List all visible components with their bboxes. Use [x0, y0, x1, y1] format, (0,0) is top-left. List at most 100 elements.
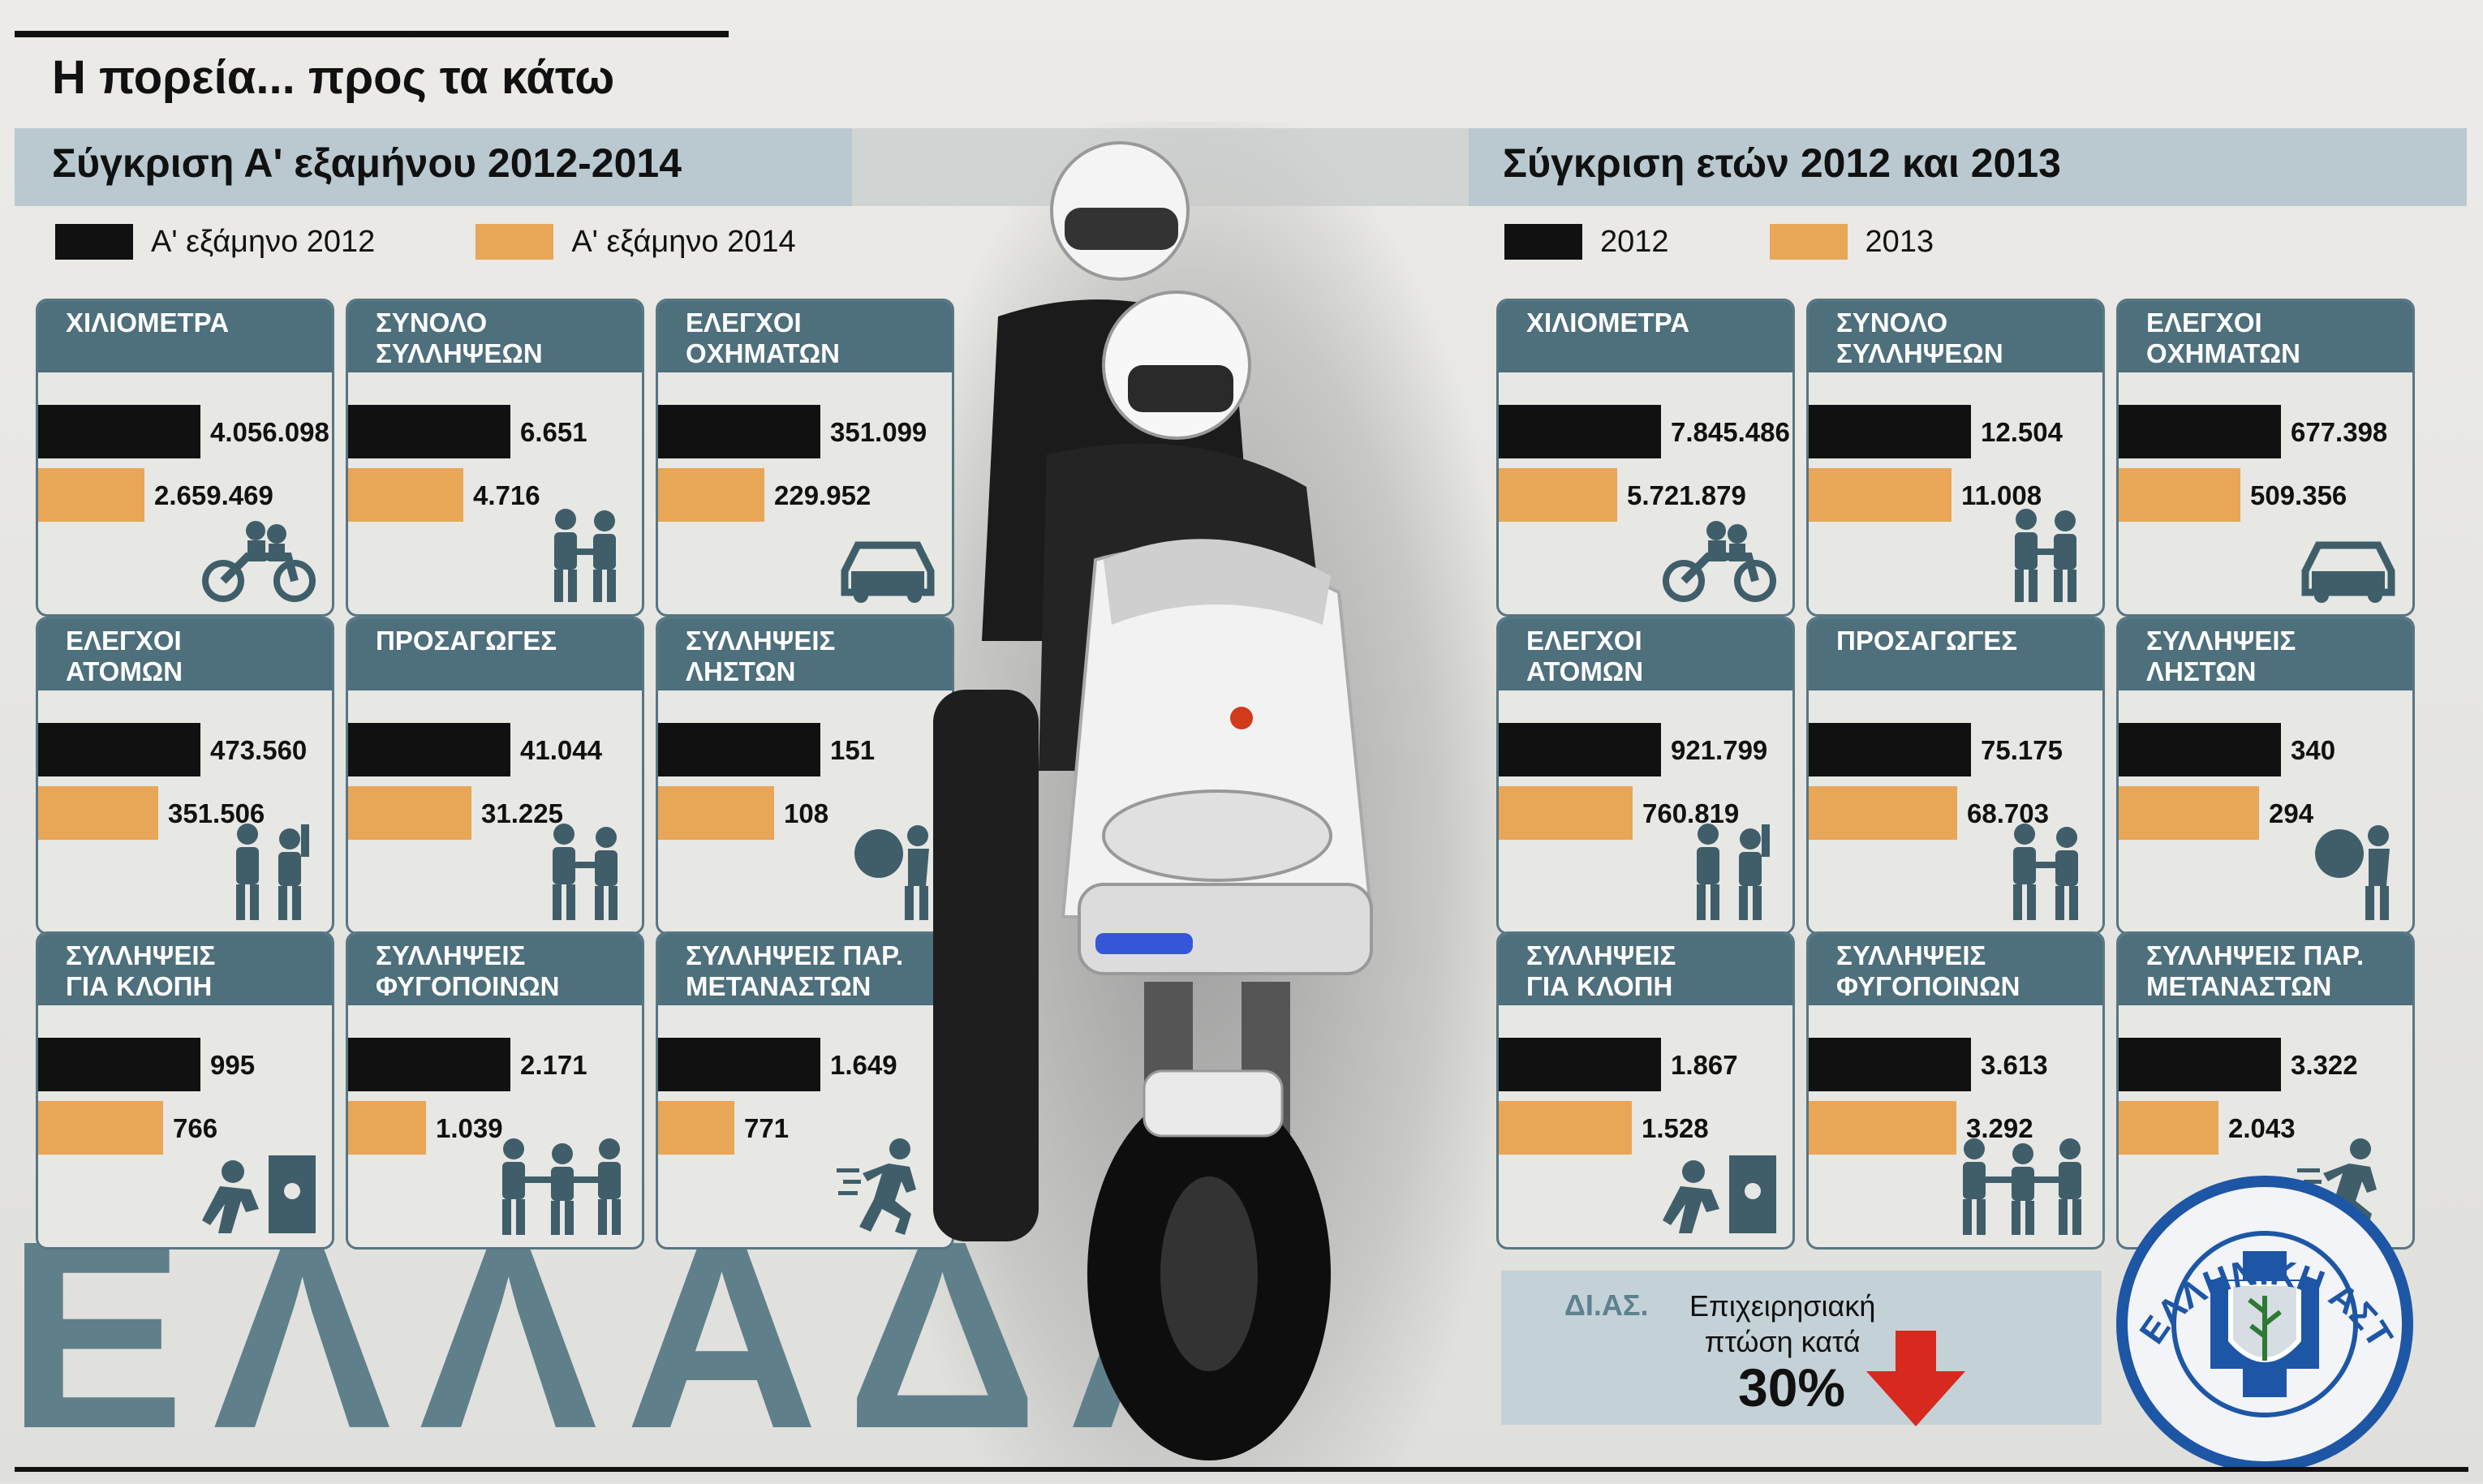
bar-value-label: 41.044: [520, 735, 602, 765]
bar-value-label: 340: [2291, 735, 2336, 765]
bar-black: [2119, 723, 2281, 776]
chart-panel: ΧΙΛΙΟΜΕΤΡΑ 7.845.486 5.721.879: [1496, 299, 1795, 617]
person-check-icon: [1684, 821, 1781, 926]
bar-orange: [658, 786, 774, 840]
car-icon: [835, 531, 940, 608]
chart-panel: ΧΙΛΙΟΜΕΤΡΑ 4.056.098 2.659.469: [36, 299, 334, 617]
arrest-icon: [2002, 506, 2091, 608]
bar-black: [1809, 723, 1971, 776]
bar-black: [1499, 405, 1661, 458]
bar-orange: [38, 786, 158, 840]
chart-panel: ΣΥΛΛΗΨΕΙΣ ΦΥΓΟΠΟΙΝΩΝ 3.613 3.292: [1806, 931, 2105, 1250]
bar-row-second: 108: [658, 786, 952, 840]
bar-black: [1809, 1038, 1971, 1091]
bar-value-label: 1.528: [1642, 1113, 1709, 1143]
fugitives-icon: [493, 1136, 630, 1241]
bar-value-label: 1.867: [1671, 1050, 1738, 1080]
bar-row-second: 68.703: [1809, 786, 2102, 840]
bar-orange: [38, 468, 144, 522]
bar-orange: [1499, 468, 1617, 522]
chart-panel: ΕΛΕΓΧΟΙ ΑΤΟΜΩΝ 921.799 760.819: [1496, 617, 1795, 935]
bar-orange: [2119, 786, 2259, 840]
bar-orange: [1809, 786, 1957, 840]
chart-panel: ΕΛΕΓΧΟΙ ΑΤΟΜΩΝ 473.560 351.506: [36, 617, 334, 935]
chart-panel: ΠΡΟΣΑΓΩΓΕΣ 75.175 68.703: [1806, 617, 2105, 935]
bar-black: [348, 1038, 510, 1091]
bar-value-label: 3.292: [1966, 1113, 2033, 1143]
bar-value-label: 294: [2269, 798, 2314, 828]
fugitives-icon: [1953, 1136, 2091, 1241]
chart-panel: ΣΥΛΛΗΨΕΙΣ ΛΗΣΤΩΝ 340 294: [2116, 617, 2415, 935]
bar-value-label: 12.504: [1981, 417, 2063, 447]
chart-panel: ΕΛΕΓΧΟΙ ΟΧΗΜΑΤΩΝ 677.398 509.356: [2116, 299, 2415, 617]
panel-title: ΕΛΕΓΧΟΙ ΟΧΗΜΑΤΩΝ: [2119, 301, 2412, 372]
bar-black: [658, 1038, 820, 1091]
panel-title: ΣΥΛΛΗΨΕΙΣ ΦΥΓΟΠΟΙΝΩΝ: [348, 934, 642, 1005]
panel-title: ΕΛΕΓΧΟΙ ΑΤΟΜΩΝ: [38, 619, 332, 690]
person-check-icon: [223, 821, 321, 926]
bar-value-label: 766: [173, 1113, 218, 1143]
panel-title: ΕΛΕΓΧΟΙ ΑΤΟΜΩΝ: [1499, 619, 1792, 690]
bar-row-first: 3.613: [1809, 1038, 2102, 1091]
bar-row-first: 7.845.486: [1499, 405, 1792, 458]
bar-value-label: 68.703: [1967, 798, 2049, 828]
bar-row-second: 760.819: [1499, 786, 1792, 840]
chart-panel: ΣΥΝΟΛΟ ΣΥΛΛΗΨΕΩΝ 12.504 11.008: [1806, 299, 2105, 617]
robber-icon: [851, 821, 940, 926]
chart-panel: ΣΥΛΛΗΨΕΙΣ ΛΗΣΤΩΝ 151 108: [656, 617, 954, 935]
bar-row-second: 1.039: [348, 1101, 642, 1155]
bar-row-first: 2.171: [348, 1038, 642, 1091]
arrow-down-icon: [1866, 1331, 1965, 1426]
bar-black: [348, 723, 510, 776]
panel-title: ΣΥΛΛΗΨΕΙΣ ΠΑΡ. ΜΕΤΑΝΑΣΤΩΝ: [2119, 934, 2412, 1005]
bar-row-first: 75.175: [1809, 723, 2102, 776]
chart-panel: ΣΥΛΛΗΨΕΙΣ ΦΥΓΟΠΟΙΝΩΝ 2.171 1.039: [346, 931, 644, 1250]
bar-value-label: 75.175: [1981, 735, 2063, 765]
bar-row-first: 677.398: [2119, 405, 2412, 458]
bar-black: [38, 723, 200, 776]
hellenic-police-seal-icon: ΕΛΛΗΝΙΚΗ ΑΣΤΥΝΟΜΙΑ: [2089, 1162, 2413, 1470]
motorcycle-icon: [1061, 539, 1374, 1460]
bar-orange: [1499, 786, 1633, 840]
bar-orange: [658, 468, 764, 522]
bar-orange: [38, 1101, 163, 1155]
bar-orange: [348, 468, 463, 522]
chart-panel: ΠΡΟΣΑΓΩΓΕΣ 41.044 31.225: [346, 617, 644, 935]
chart-panel: ΣΥΝΟΛΟ ΣΥΛΛΗΨΕΩΝ 6.651 4.716: [346, 299, 644, 617]
car-icon: [2296, 531, 2401, 608]
bar-row-second: 4.716: [348, 468, 642, 522]
legend-label: 2013: [1865, 224, 1934, 259]
bar-value-label: 3.322: [2291, 1050, 2358, 1080]
bar-value-label: 2.171: [520, 1050, 587, 1080]
legend-swatch-2014: [476, 224, 554, 260]
bar-value-label: 5.721.879: [1627, 480, 1746, 510]
chart-panel: ΣΥΛΛΗΨΕΙΣ ΠΑΡ. ΜΕΤΑΝΑΣΤΩΝ 1.649 771: [656, 931, 954, 1250]
bar-black: [1809, 405, 1971, 458]
panel-title: ΧΙΛΙΟΜΕΤΡΑ: [1499, 301, 1792, 372]
dias-percent: 30%: [1738, 1357, 1846, 1417]
bar-black: [658, 723, 820, 776]
bar-row-first: 151: [658, 723, 952, 776]
left-section-title: Σύγκριση Α' εξαμήνου 2012-2014: [52, 140, 682, 186]
bar-row-second: 5.721.879: [1499, 468, 1792, 522]
bar-orange: [658, 1101, 734, 1155]
right-section-title: Σύγκριση ετών 2012 και 2013: [1503, 140, 2061, 186]
thief-safe-icon: [199, 1147, 321, 1241]
bar-orange: [2119, 1101, 2218, 1155]
dias-label: ΔΙ.ΑΣ.: [1564, 1288, 1649, 1322]
bar-value-label: 473.560: [210, 735, 308, 765]
bar-value-label: 995: [210, 1050, 256, 1080]
panel-title: ΣΥΛΛΗΨΕΙΣ ΛΗΣΤΩΝ: [658, 619, 952, 690]
bar-row-second: 2.659.469: [38, 468, 332, 522]
bar-black: [38, 1038, 200, 1091]
bar-row-second: 31.225: [348, 786, 642, 840]
bar-orange: [348, 786, 471, 840]
bar-value-label: 6.651: [520, 417, 587, 447]
bar-row-second: 294: [2119, 786, 2412, 840]
panel-title: ΧΙΛΙΟΜΕΤΡΑ: [38, 301, 332, 372]
bar-row-first: 340: [2119, 723, 2412, 776]
bar-orange: [1809, 468, 1952, 522]
bar-value-label: 2.659.469: [154, 480, 273, 510]
bar-black: [2119, 1038, 2281, 1091]
bar-row-second: 351.506: [38, 786, 332, 840]
